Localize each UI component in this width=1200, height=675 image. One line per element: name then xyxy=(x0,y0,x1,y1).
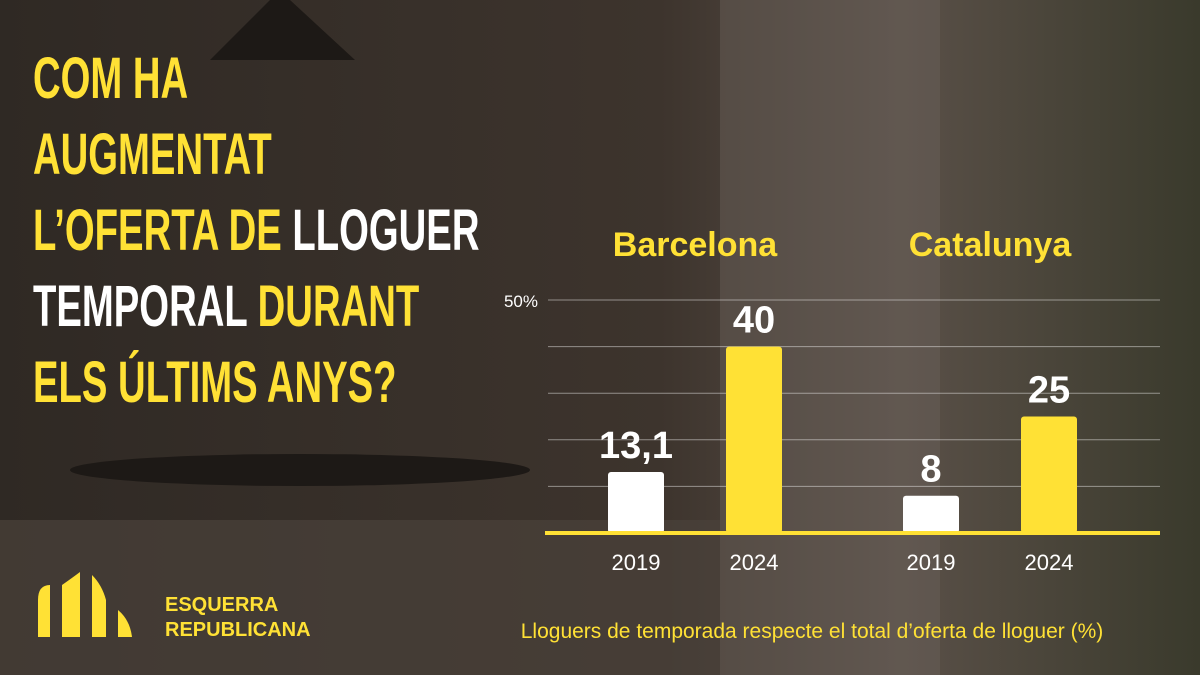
group-label: Barcelona xyxy=(613,226,778,264)
x-tick-label: 2019 xyxy=(612,550,661,575)
x-axis-label: Lloguers de temporada respecte el total … xyxy=(521,620,1104,643)
window xyxy=(720,0,940,675)
title-part: AUGMENTAT xyxy=(33,123,272,187)
x-tick-label: 2019 xyxy=(907,550,956,575)
group-label: Catalunya xyxy=(909,226,1073,264)
bar xyxy=(608,471,664,533)
table xyxy=(70,454,530,486)
value-label: 40 xyxy=(733,300,775,342)
title-part: L’OFERTA DE xyxy=(33,199,292,263)
value-label: 25 xyxy=(1028,370,1070,412)
title-part: DURANT xyxy=(258,275,420,339)
title-part: COM HA xyxy=(33,47,188,111)
value-label: 13,1 xyxy=(599,425,673,467)
y-tick-label: 50% xyxy=(504,292,538,311)
bar xyxy=(1021,416,1077,533)
chart: 50% Barcelona 13,1 2019 40 2024 Catalunya 8 2019… xyxy=(504,226,1160,643)
title-line: COM HA xyxy=(33,47,188,111)
title-line: L’OFERTA DE LLOGUER xyxy=(33,199,479,263)
title-part: LLOGUER xyxy=(292,199,479,263)
title-part: ELS ÚLTIMS ANYS? xyxy=(33,349,397,415)
logo-icon xyxy=(38,572,132,637)
title-line: ELS ÚLTIMS ANYS? xyxy=(33,349,397,415)
title: COM HA AUGMENTAT L’OFERTA DE LLOGUER TEMPOR… xyxy=(33,47,479,415)
x-tick-label: 2024 xyxy=(1025,550,1074,575)
lamp xyxy=(210,0,355,60)
x-tick-label: 2024 xyxy=(730,550,779,575)
logo-text: REPUBLICANA xyxy=(165,619,311,641)
bar xyxy=(726,346,782,533)
title-part: TEMPORAL xyxy=(33,275,258,339)
title-line: AUGMENTAT xyxy=(33,123,272,187)
sofa xyxy=(0,520,720,675)
value-label: 8 xyxy=(920,449,941,491)
title-line: TEMPORAL DURANT xyxy=(33,275,419,339)
logo: ESQUERRA REPUBLICANA xyxy=(38,572,311,641)
logo-text: ESQUERRA xyxy=(165,594,278,616)
bar xyxy=(903,495,959,533)
